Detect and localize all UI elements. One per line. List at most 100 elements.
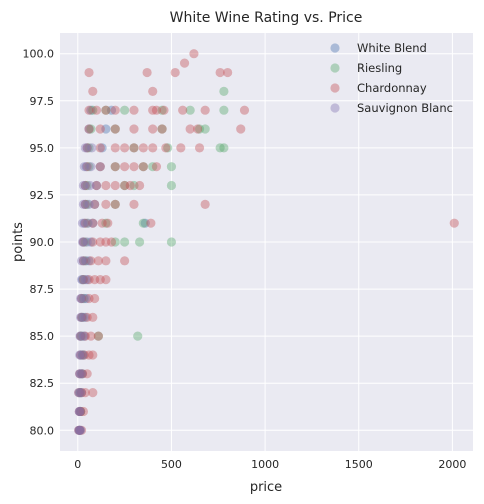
data-point: [76, 388, 87, 398]
data-point: [76, 293, 87, 304]
data-point: [110, 143, 120, 153]
data-point: [81, 162, 91, 172]
data-point: [88, 312, 98, 322]
data-point: [101, 124, 111, 134]
data-point: [80, 275, 90, 285]
data-point: [76, 406, 86, 417]
data-point: [236, 124, 246, 134]
data-point: [86, 162, 96, 172]
data-point: [101, 256, 111, 266]
data-point: [75, 369, 85, 379]
data-point: [129, 199, 139, 209]
legend-marker: [330, 63, 340, 73]
x-tick-label: 1500: [345, 458, 373, 471]
data-point: [75, 425, 85, 435]
data-point: [110, 105, 120, 115]
data-point: [82, 162, 92, 172]
data-point: [84, 275, 94, 285]
data-point: [133, 331, 143, 341]
data-point: [78, 406, 89, 417]
data-point: [140, 218, 150, 228]
data-point: [110, 199, 120, 209]
data-point: [219, 143, 229, 153]
data-point: [78, 293, 89, 304]
data-point: [76, 350, 86, 360]
data-point: [129, 143, 139, 153]
data-point: [90, 199, 100, 209]
x-axis-label: price: [250, 480, 282, 495]
data-point: [129, 124, 139, 134]
data-point: [120, 256, 130, 266]
data-point: [80, 199, 90, 209]
y-tick-label: 82.5: [30, 377, 55, 390]
data-point: [86, 237, 96, 247]
data-point: [151, 162, 162, 172]
data-point: [78, 237, 89, 247]
data-point: [103, 218, 113, 228]
data-point: [146, 218, 156, 228]
y-tick-label: 100.0: [23, 48, 55, 61]
data-point: [74, 425, 84, 435]
data-point: [239, 105, 250, 115]
data-point: [219, 105, 229, 115]
data-point: [84, 105, 94, 115]
data-point: [87, 143, 97, 153]
data-point: [77, 275, 88, 285]
data-point: [78, 180, 89, 191]
data-point: [166, 162, 177, 172]
data-point: [120, 180, 130, 191]
data-point: [86, 331, 96, 341]
data-point: [76, 425, 87, 435]
data-point: [75, 406, 85, 417]
data-point: [194, 124, 205, 134]
data-point: [80, 237, 90, 247]
data-point: [76, 350, 86, 360]
x-tick-label: 500: [161, 458, 182, 471]
data-point: [148, 86, 158, 96]
legend-label: Riesling: [357, 61, 402, 75]
data-point: [76, 293, 86, 304]
data-point: [166, 180, 177, 191]
data-point: [93, 331, 103, 341]
data-point: [84, 162, 94, 172]
data-point: [95, 162, 105, 172]
data-point: [84, 143, 94, 153]
data-point: [77, 350, 88, 360]
data-point: [142, 67, 152, 78]
data-point: [80, 331, 90, 341]
y-tick-label: 85.0: [30, 330, 55, 343]
data-point: [189, 49, 199, 59]
data-point: [80, 143, 90, 153]
data-point: [88, 218, 98, 228]
data-point: [76, 388, 86, 398]
data-point: [74, 425, 84, 435]
data-point: [74, 388, 84, 398]
data-point: [106, 105, 117, 115]
data-point: [86, 105, 96, 115]
data-point: [157, 124, 167, 134]
data-point: [82, 143, 92, 153]
data-point: [75, 425, 85, 435]
data-point: [95, 143, 105, 153]
data-point: [77, 369, 88, 379]
data-point: [76, 312, 86, 322]
data-point: [161, 143, 171, 153]
data-point: [120, 105, 130, 115]
x-tick-label: 2000: [438, 458, 466, 471]
legend-marker: [330, 83, 340, 93]
data-point: [77, 218, 88, 228]
data-points: [74, 49, 459, 435]
data-point: [81, 256, 91, 266]
data-point: [84, 350, 94, 360]
data-point: [95, 162, 105, 172]
data-point: [88, 86, 98, 96]
data-point: [86, 124, 96, 134]
data-point: [76, 369, 87, 379]
data-point: [76, 425, 86, 435]
data-point: [110, 162, 120, 172]
data-point: [88, 388, 98, 398]
data-point: [84, 124, 94, 134]
data-point: [90, 293, 100, 304]
data-point: [166, 237, 177, 247]
